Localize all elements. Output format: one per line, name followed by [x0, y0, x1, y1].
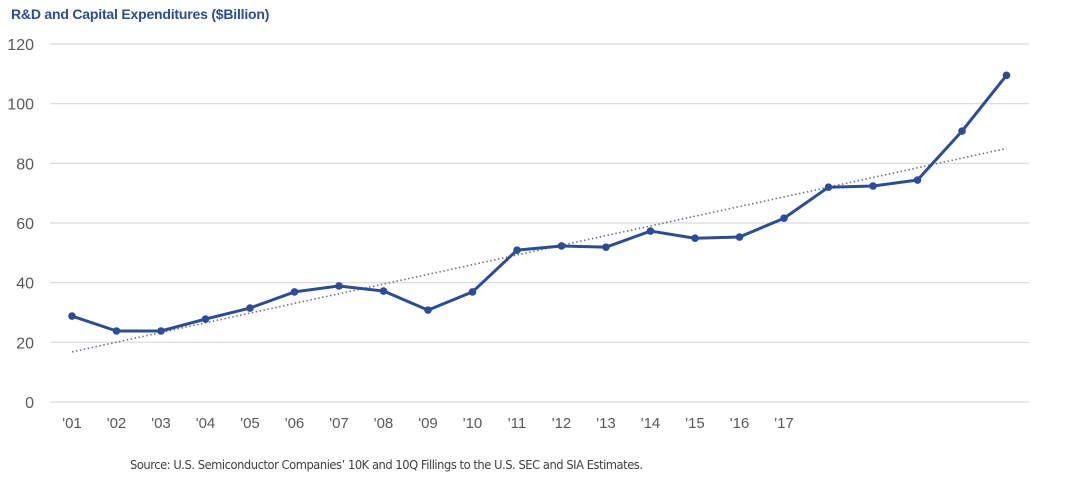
data-point — [424, 306, 432, 314]
data-point — [913, 176, 922, 184]
data-points — [68, 71, 1011, 335]
x-tick-label: '09 — [418, 415, 438, 432]
trend-line — [71, 147, 1007, 353]
x-tick-label: '17 — [774, 415, 794, 432]
data-point — [780, 214, 788, 223]
data-point — [68, 312, 76, 320]
x-axis-ticks: '01 '02 '03 '04 '05 '06 '07 '08 '09 '10 '11 '12 '13 '… — [62, 415, 794, 432]
series-line — [71, 74, 1008, 333]
x-tick-label: '05 — [240, 415, 260, 432]
y-axis-ticks: 0 20 40 60 80 100 120 — [7, 37, 34, 412]
data-point — [246, 304, 254, 312]
y-tick-label: 60 — [16, 216, 34, 233]
data-point — [557, 242, 566, 250]
data-point — [824, 183, 833, 191]
x-tick-label: '11 — [508, 415, 526, 432]
data-point — [290, 288, 299, 296]
x-tick-label: '04 — [196, 415, 216, 432]
data-point — [201, 315, 210, 323]
data-point — [335, 282, 343, 290]
x-tick-label: '01 — [62, 415, 82, 432]
x-tick-label: '12 — [552, 415, 572, 432]
y-tick-label: 100 — [7, 97, 34, 114]
data-point — [691, 234, 699, 243]
data-point — [602, 243, 610, 251]
x-tick-label: '16 — [730, 415, 750, 432]
x-tick-label: '15 — [685, 415, 705, 432]
x-tick-label: '08 — [374, 415, 394, 432]
data-point — [1002, 71, 1011, 80]
x-tick-label: '02 — [107, 415, 127, 432]
y-tick-label: 120 — [7, 37, 34, 54]
data-point — [513, 246, 521, 254]
y-tick-label: 20 — [16, 335, 34, 352]
data-point — [958, 127, 966, 135]
x-tick-label: '07 — [329, 415, 349, 432]
line-chart: 0 20 40 60 80 100 120 '01 '02 '03 '04 '05 '06 '07 '08… — [7, 37, 1029, 432]
data-point — [157, 327, 165, 335]
data-point — [379, 287, 388, 295]
y-tick-label: 80 — [16, 156, 34, 173]
x-tick-label: '13 — [596, 415, 616, 432]
x-tick-label: '03 — [151, 415, 171, 432]
y-tick-label: 40 — [16, 276, 34, 293]
chart-title: R&D and Capital Expenditures ($Billion) — [11, 6, 270, 22]
data-point — [735, 233, 744, 241]
source-note: Source: U.S. Semiconductor Companies’ 10… — [130, 457, 643, 472]
data-point — [646, 227, 655, 235]
data-point — [869, 182, 877, 190]
y-tick-label: 0 — [25, 395, 34, 412]
data-point — [112, 327, 121, 335]
data-point — [468, 288, 477, 296]
x-tick-label: '14 — [641, 415, 661, 432]
gridlines — [50, 43, 1029, 403]
x-tick-label: '06 — [285, 415, 305, 432]
x-tick-label: '10 — [463, 415, 483, 432]
